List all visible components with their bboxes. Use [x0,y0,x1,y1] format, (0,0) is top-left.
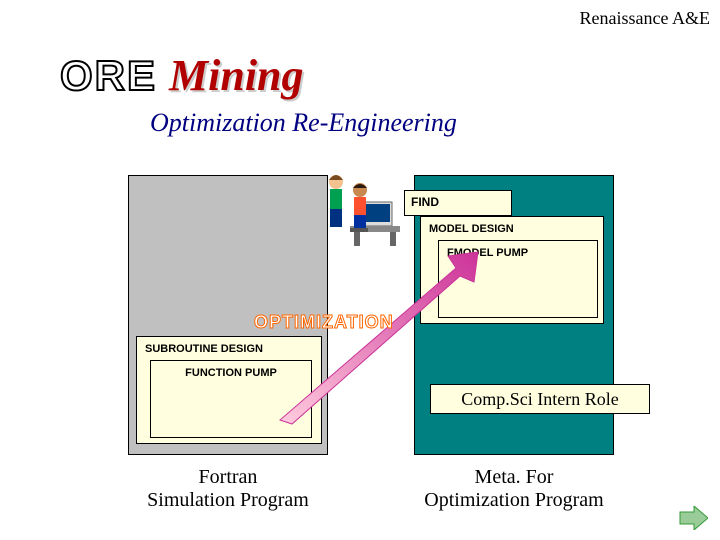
fmodel-pump-label: FMODEL PUMP [439,241,597,265]
optimization-label: OPTIMIZATION [254,312,394,333]
find-box: FIND [404,190,512,216]
left-caption-l1: Fortran [128,466,328,489]
fmodel-pump-box: FMODEL PUMP [438,240,598,318]
subtitle: Optimization Re-Engineering [150,108,457,138]
right-caption-l1: Meta. For [414,466,614,489]
left-caption-l2: Simulation Program [128,489,328,512]
func-pump-label: FUNCTION PUMP [151,361,311,385]
compsci-box: Comp.Sci Intern Role [430,384,650,414]
next-arrow-icon[interactable] [678,506,708,530]
model-design-label: MODEL DESIGN [421,217,603,241]
right-caption: Meta. For Optimization Program [414,466,614,512]
mining-word: Mining [169,50,304,101]
sub-design-label: SUBROUTINE DESIGN [137,337,321,361]
compsci-label: Comp.Sci Intern Role [461,389,618,409]
func-pump-box: FUNCTION PUMP [150,360,312,438]
right-caption-l2: Optimization Program [414,489,614,512]
brand-label: Renaissance A&E [580,8,710,29]
people-illustration [300,168,410,248]
find-label: FIND [411,195,439,209]
ore-word: ORE [60,52,157,100]
title-row: ORE Mining [60,50,304,101]
left-caption: Fortran Simulation Program [128,466,328,512]
